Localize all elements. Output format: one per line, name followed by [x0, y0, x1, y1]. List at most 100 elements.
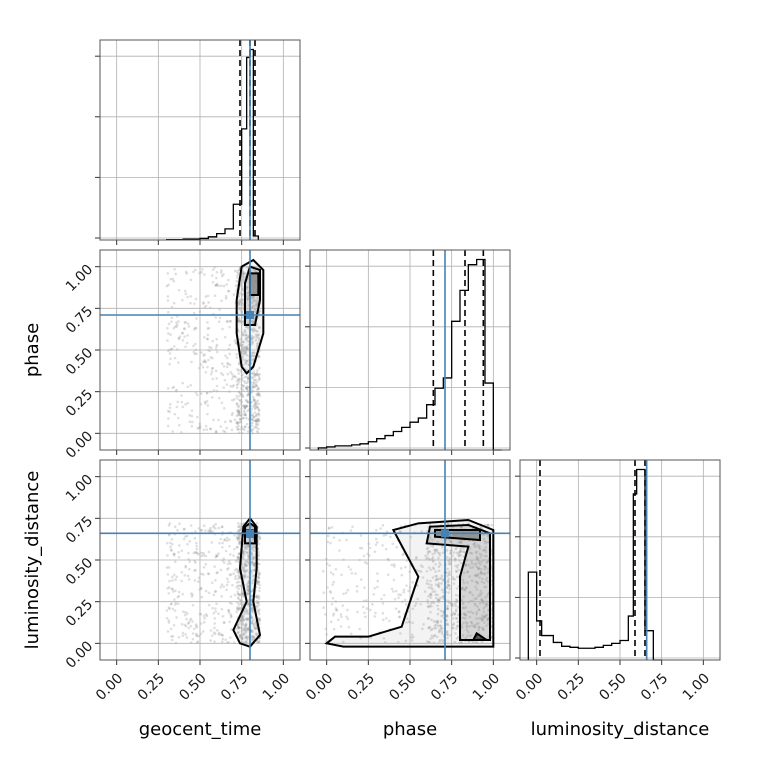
sample-point [215, 350, 219, 354]
sample-point [424, 554, 427, 558]
sample-point [255, 279, 258, 283]
sample-point [392, 563, 396, 566]
sample-point [459, 561, 463, 565]
sample-point [438, 553, 442, 557]
sample-point [434, 562, 437, 566]
sample-point [204, 562, 208, 566]
sample-point [184, 292, 188, 296]
sample-point [250, 351, 253, 355]
sample-point [445, 633, 449, 636]
sample-point [229, 320, 232, 323]
sample-point [486, 560, 490, 563]
sample-point [210, 367, 214, 370]
sample-point [345, 615, 348, 619]
sample-point [455, 575, 459, 579]
sample-point [170, 587, 174, 591]
sample-point [238, 410, 242, 414]
sample-point [243, 428, 246, 431]
sample-point [479, 555, 482, 559]
sample-point [171, 635, 175, 638]
sample-point [232, 554, 235, 557]
sample-point [257, 603, 261, 606]
contour-line [425, 523, 491, 641]
sample-point [246, 389, 250, 392]
sample-point [250, 342, 254, 346]
sample-point [251, 358, 254, 361]
sample-point [245, 422, 249, 426]
sample-point [255, 413, 258, 417]
sample-point [182, 528, 186, 531]
sample-point [411, 581, 414, 584]
sample-point [419, 564, 423, 567]
sample-point [196, 580, 200, 584]
sample-point [464, 586, 468, 589]
sample-point [480, 553, 483, 556]
sample-point [171, 575, 174, 579]
sample-point [251, 414, 254, 417]
sample-point [258, 619, 262, 623]
sample-point [170, 538, 174, 541]
sample-point [237, 539, 240, 542]
sample-point [209, 356, 213, 359]
sample-point [252, 296, 255, 299]
sample-point [251, 296, 255, 299]
sample-point [254, 420, 258, 423]
sample-point [469, 534, 472, 537]
sample-point [236, 413, 240, 416]
sample-point [241, 298, 245, 302]
sample-point [470, 559, 473, 563]
sample-point [257, 542, 261, 546]
sample-point [253, 425, 257, 429]
sample-point [172, 345, 176, 348]
sample-point [250, 638, 254, 642]
sample-point [442, 591, 445, 594]
sample-point [237, 555, 240, 559]
sample-point [250, 319, 254, 323]
sample-point [238, 633, 242, 637]
sample-point [241, 413, 245, 416]
sample-point [447, 577, 451, 581]
sample-point [195, 541, 198, 545]
sample-point [176, 400, 179, 404]
sample-point [166, 299, 170, 302]
sample-point [245, 285, 249, 289]
sample-point [252, 563, 255, 567]
sample-point [242, 632, 246, 636]
sample-point [169, 403, 172, 406]
sample-point [252, 298, 256, 302]
sample-point [436, 583, 440, 587]
sample-point [228, 419, 232, 423]
sample-point [255, 426, 259, 430]
sample-point [407, 589, 410, 593]
sample-point [243, 571, 247, 574]
sample-point [256, 568, 260, 572]
sample-point [206, 327, 209, 330]
sample-point [232, 572, 235, 575]
sample-point [447, 572, 450, 576]
sample-point [242, 570, 246, 573]
sample-point [195, 625, 199, 629]
sample-point [244, 351, 247, 354]
sample-point [474, 625, 477, 629]
sample-point [177, 550, 180, 554]
sample-point [244, 623, 248, 627]
sample-point [482, 548, 486, 552]
sample-point [458, 550, 462, 554]
sample-point [255, 335, 258, 339]
sample-point [247, 377, 250, 380]
y-tick-label: 0.50 [63, 345, 96, 378]
sample-point [250, 301, 254, 304]
sample-point [256, 399, 260, 402]
sample-point [349, 568, 352, 571]
sample-point [246, 609, 249, 613]
sample-point [227, 566, 230, 570]
sample-point [166, 310, 170, 314]
sample-point [241, 603, 245, 607]
sample-point [244, 550, 248, 554]
sample-point [212, 631, 216, 634]
sample-point [250, 337, 253, 340]
sample-point [194, 561, 197, 564]
sample-point [252, 381, 256, 384]
sample-point [195, 544, 198, 548]
